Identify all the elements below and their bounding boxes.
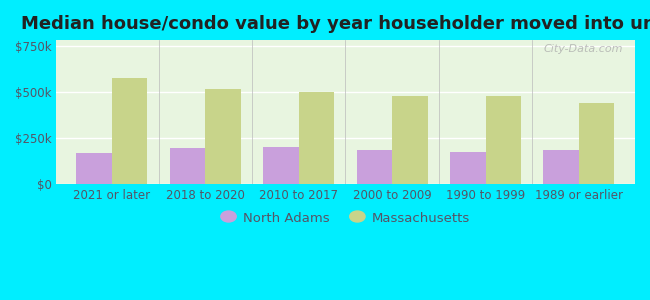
Bar bbox=[486, 96, 521, 184]
Bar bbox=[76, 153, 112, 184]
Bar bbox=[357, 150, 392, 184]
Text: City-Data.com: City-Data.com bbox=[544, 44, 623, 54]
Bar bbox=[579, 103, 614, 184]
Legend: North Adams, Massachusetts: North Adams, Massachusetts bbox=[215, 206, 475, 230]
Bar bbox=[392, 96, 428, 184]
Title: Median house/condo value by year householder moved into unit: Median house/condo value by year househo… bbox=[21, 15, 650, 33]
Bar bbox=[543, 150, 579, 184]
Bar bbox=[112, 78, 148, 184]
Bar bbox=[450, 152, 486, 184]
Bar bbox=[299, 92, 334, 184]
Bar bbox=[170, 148, 205, 184]
Bar bbox=[205, 89, 240, 184]
Bar bbox=[263, 147, 299, 184]
